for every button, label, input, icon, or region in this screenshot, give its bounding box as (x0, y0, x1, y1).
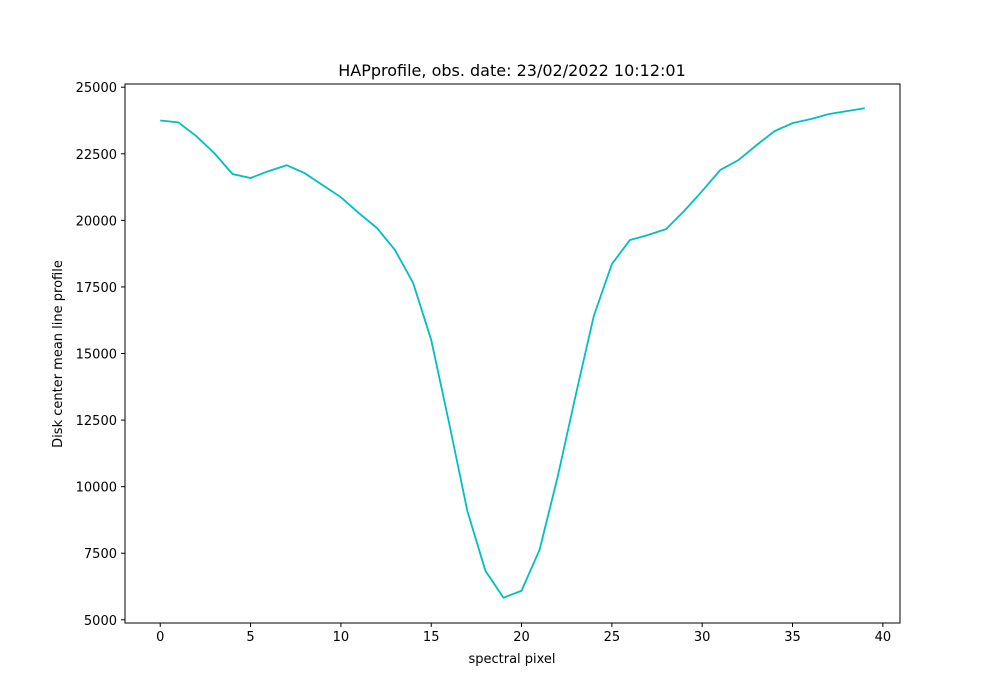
x-tick-label: 15 (423, 630, 440, 645)
y-tick-label: 20000 (76, 214, 117, 229)
y-tick-label: 17500 (76, 281, 117, 296)
y-tick-label: 15000 (76, 348, 117, 363)
y-tick-label: 12500 (76, 414, 117, 429)
y-tick-label: 5000 (84, 614, 117, 629)
x-tick-label: 0 (156, 630, 164, 645)
data-line (160, 107, 865, 599)
y-tick-label: 7500 (84, 547, 117, 562)
x-tick-label: 5 (246, 630, 254, 645)
y-axis-label: Disk center mean line profile (51, 260, 66, 448)
x-tick-label: 35 (784, 630, 801, 645)
x-tick-label: 20 (513, 630, 530, 645)
x-tick-label: 25 (604, 630, 621, 645)
x-axis-label: spectral pixel (468, 652, 555, 667)
chart-title: HAPprofile, obs. date: 23/02/2022 10:12:… (338, 61, 686, 80)
x-tick-label: 40 (875, 630, 892, 645)
x-tick-label: 30 (694, 630, 711, 645)
y-tick-label: 22500 (76, 148, 117, 163)
x-tick-label: 10 (333, 630, 350, 645)
y-tick-label: 25000 (76, 81, 117, 96)
y-tick-label: 10000 (76, 481, 117, 496)
